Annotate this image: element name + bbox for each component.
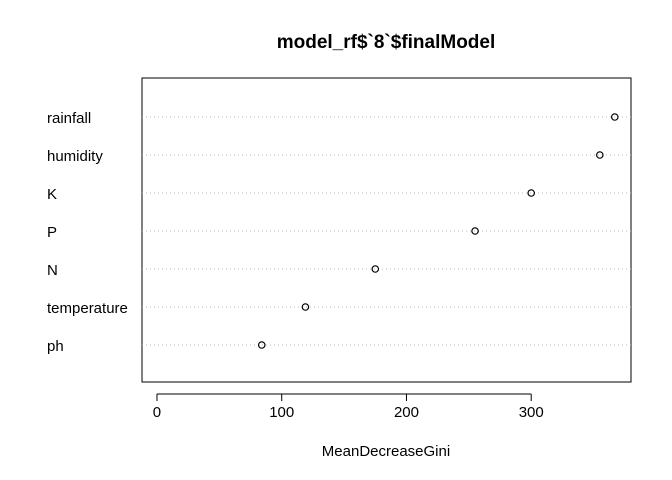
category-label: humidity xyxy=(47,148,103,165)
x-tick-label: 300 xyxy=(519,404,544,421)
category-label: K xyxy=(47,186,57,203)
data-point xyxy=(471,227,479,235)
data-point xyxy=(527,189,536,197)
x-tick-label: 100 xyxy=(269,404,294,421)
chart-title: model_rf$`8`$finalModel xyxy=(277,32,496,53)
x-tick-label: 0 xyxy=(153,404,161,421)
x-tick-label: 200 xyxy=(394,404,419,421)
data-point xyxy=(371,265,380,273)
category-label: N xyxy=(47,262,58,279)
data-point xyxy=(301,303,310,311)
data-point xyxy=(596,151,604,159)
category-label: rainfall xyxy=(47,110,91,127)
x-axis-label: MeanDecreaseGini xyxy=(322,443,450,460)
category-label: temperature xyxy=(47,300,128,317)
plot-frame xyxy=(141,77,632,383)
data-point xyxy=(257,341,266,349)
category-label: P xyxy=(47,224,57,241)
data-point xyxy=(610,113,619,121)
category-label: ph xyxy=(47,338,64,355)
